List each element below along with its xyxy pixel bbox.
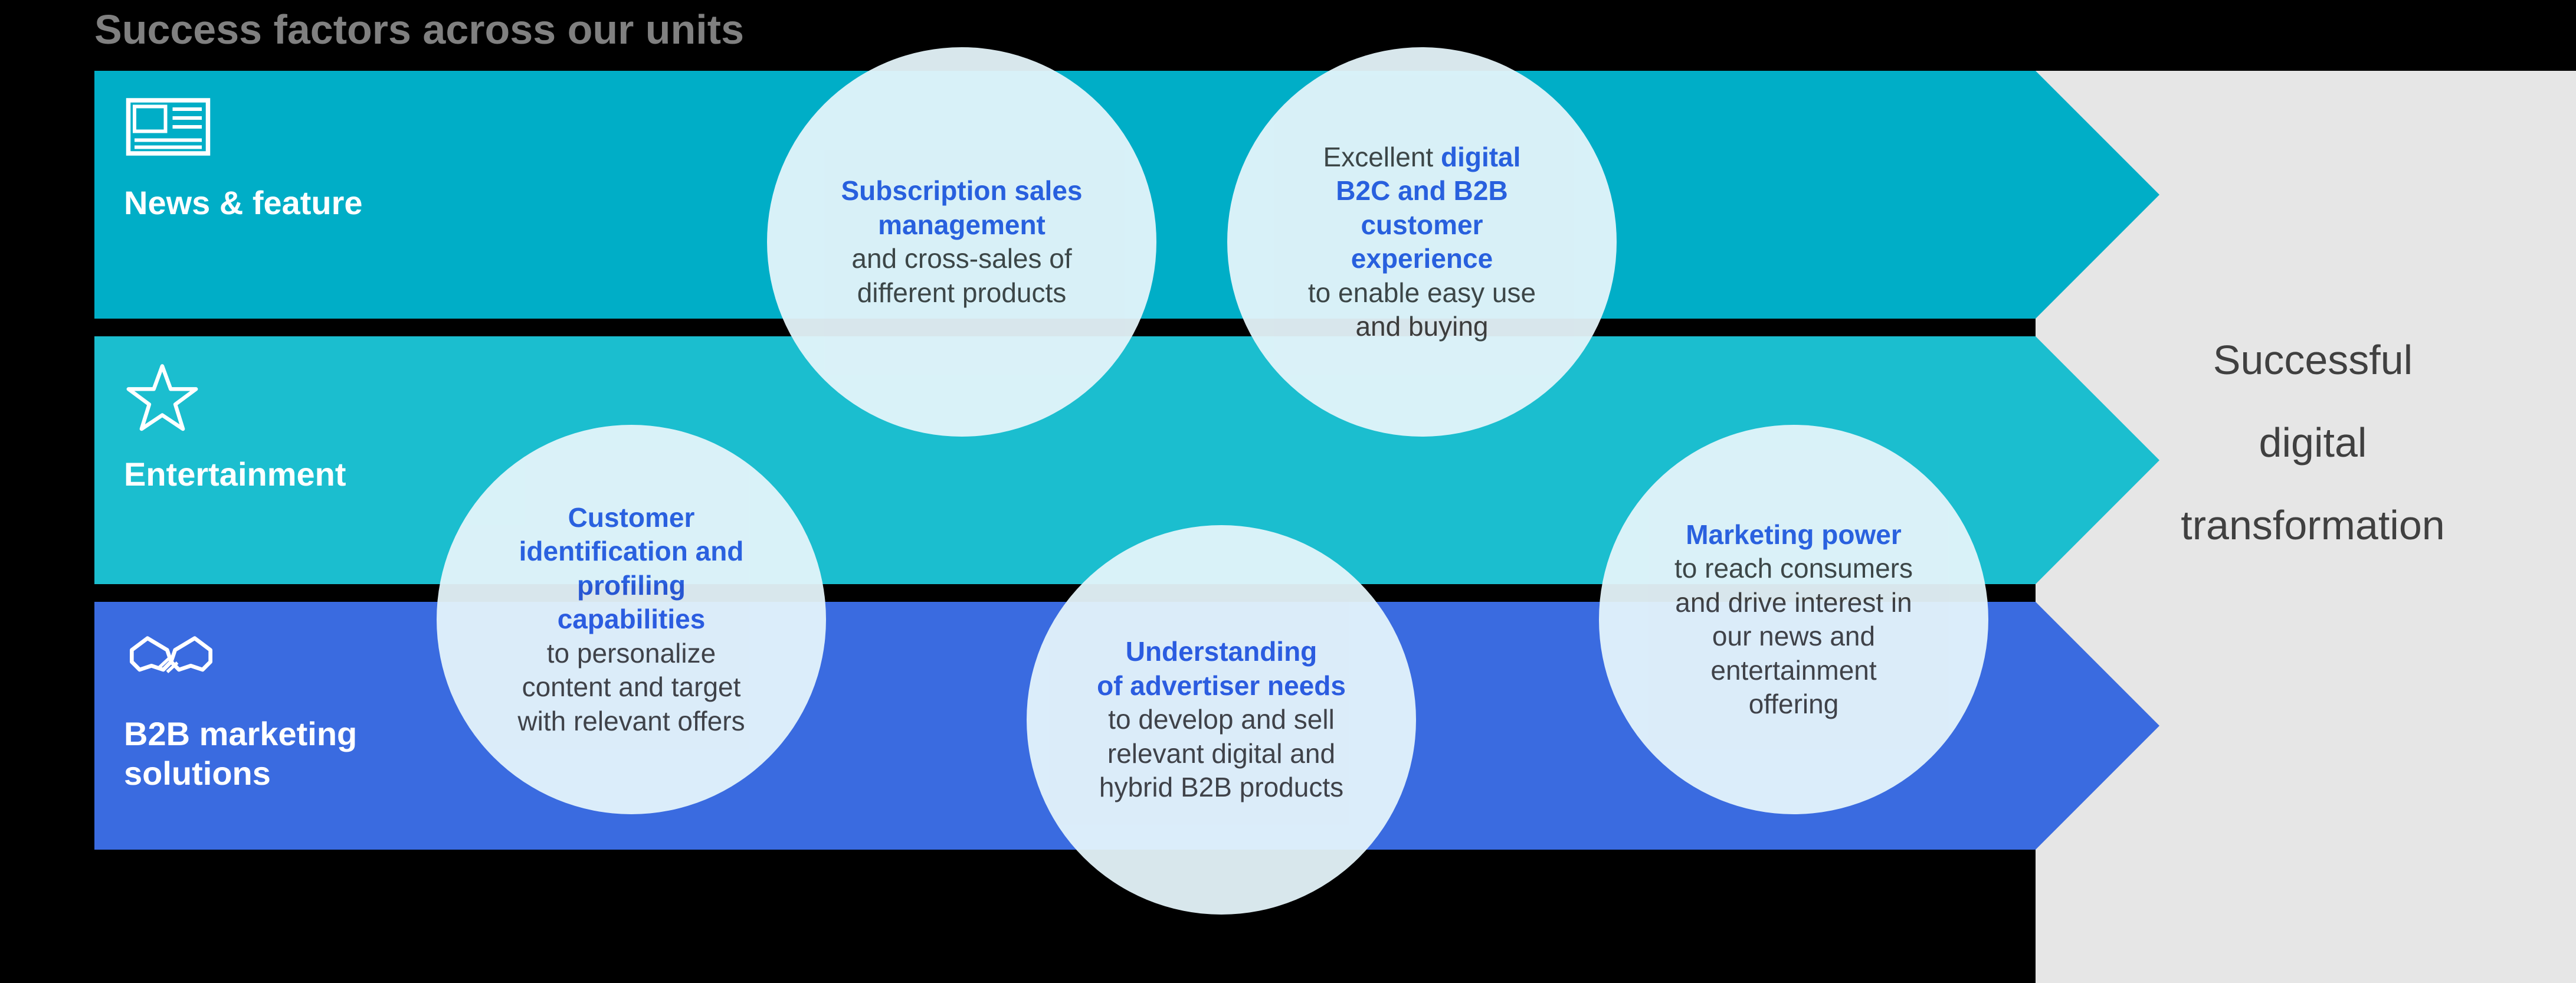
circle-bold: Understandingof advertiser needs (1097, 635, 1346, 703)
factor-circle-subscription: Subscription salesmanagementand cross-sa… (767, 47, 1156, 437)
handshake-icon (124, 625, 218, 690)
page-title: Success factors across our units (94, 6, 744, 53)
factor-circle-profiling: Customeridentification andprofilingcapab… (437, 425, 826, 814)
star-icon (124, 360, 201, 437)
factor-circle-advertiser: Understandingof advertiser needsto devel… (1027, 525, 1416, 915)
circle-body: to reach consumersand drive interest ino… (1674, 552, 1913, 722)
circle-prebody: Excellent (1323, 142, 1441, 172)
newspaper-icon (124, 94, 212, 159)
band-label-entertainment: Entertainment (124, 454, 346, 494)
factor-circle-experience: Excellent digitalB2C and B2Bcustomerexpe… (1227, 47, 1617, 437)
circle-body: to develop and sellrelevant digital andh… (1099, 703, 1343, 805)
circle-bold: Customeridentification andprofilingcapab… (519, 501, 744, 637)
circle-body: to personalizecontent and targetwith rel… (517, 637, 745, 739)
circle-bold: Subscription salesmanagement (841, 174, 1082, 242)
band-label-news: News & feature (124, 183, 363, 222)
circle-body: and cross-sales ofdifferent products (851, 242, 1071, 310)
band-label-b2b: B2B marketingsolutions (124, 714, 357, 793)
factor-circle-marketing: Marketing powerto reach consumersand dri… (1599, 425, 1988, 814)
circle-body: to enable easy useand buying (1308, 276, 1536, 344)
circle-bold: Marketing power (1686, 518, 1902, 552)
outcome-text: Successfuldigitaltransformation (2077, 319, 2549, 566)
